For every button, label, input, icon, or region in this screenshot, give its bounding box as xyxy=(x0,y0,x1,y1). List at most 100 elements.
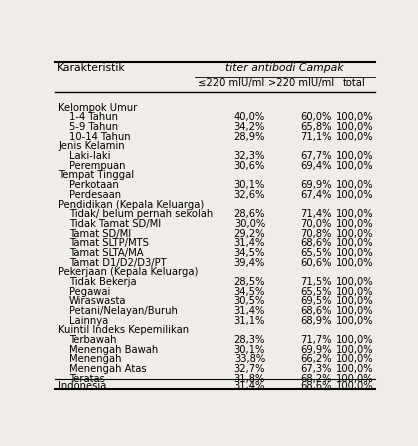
Text: 32,3%: 32,3% xyxy=(234,151,265,161)
Text: 30,0%: 30,0% xyxy=(234,219,265,229)
Text: 68,9%: 68,9% xyxy=(300,316,331,326)
Text: Tamat SLTA/MA: Tamat SLTA/MA xyxy=(69,248,144,258)
Text: 100,0%: 100,0% xyxy=(336,132,374,142)
Text: Tidak/ belum pernah sekolah: Tidak/ belum pernah sekolah xyxy=(69,209,213,219)
Text: 32,7%: 32,7% xyxy=(234,364,265,374)
Text: Tamat D1/D2/D3/PT: Tamat D1/D2/D3/PT xyxy=(69,258,167,268)
Text: 65,5%: 65,5% xyxy=(300,248,331,258)
Text: 100,0%: 100,0% xyxy=(336,287,374,297)
Text: 69,4%: 69,4% xyxy=(300,161,331,171)
Text: 100,0%: 100,0% xyxy=(336,122,374,132)
Text: Tidak Tamat SD/MI: Tidak Tamat SD/MI xyxy=(69,219,161,229)
Text: 34,2%: 34,2% xyxy=(234,122,265,132)
Text: 1-4 Tahun: 1-4 Tahun xyxy=(69,112,118,122)
Text: 100,0%: 100,0% xyxy=(336,335,374,345)
Text: 100,0%: 100,0% xyxy=(336,374,374,384)
Text: 31,4%: 31,4% xyxy=(234,306,265,316)
Text: 68,6%: 68,6% xyxy=(300,306,331,316)
Text: 65,8%: 65,8% xyxy=(300,122,331,132)
Text: 29,2%: 29,2% xyxy=(234,229,265,239)
Text: 30,1%: 30,1% xyxy=(234,180,265,190)
Text: 5-9 Tahun: 5-9 Tahun xyxy=(69,122,118,132)
Text: 30,5%: 30,5% xyxy=(234,296,265,306)
Text: 100,0%: 100,0% xyxy=(336,355,374,364)
Text: Karakteristik: Karakteristik xyxy=(57,63,126,74)
Text: 100,0%: 100,0% xyxy=(336,316,374,326)
Text: Laki-laki: Laki-laki xyxy=(69,151,111,161)
Text: 60,0%: 60,0% xyxy=(300,112,331,122)
Text: Perdesaan: Perdesaan xyxy=(69,190,121,200)
Text: 67,4%: 67,4% xyxy=(300,190,331,200)
Text: 100,0%: 100,0% xyxy=(336,296,374,306)
Text: Tamat SLTP/MTS: Tamat SLTP/MTS xyxy=(69,238,149,248)
Text: 30,6%: 30,6% xyxy=(234,161,265,171)
Text: 31,4%: 31,4% xyxy=(234,238,265,248)
Text: 28,3%: 28,3% xyxy=(234,335,265,345)
Text: 100,0%: 100,0% xyxy=(336,161,374,171)
Text: 69,5%: 69,5% xyxy=(300,296,331,306)
Text: 32,6%: 32,6% xyxy=(234,190,265,200)
Text: Tidak Bekerja: Tidak Bekerja xyxy=(69,277,137,287)
Text: 71,4%: 71,4% xyxy=(300,209,331,219)
Text: 28,6%: 28,6% xyxy=(234,209,265,219)
Text: Menengah: Menengah xyxy=(69,355,122,364)
Text: total: total xyxy=(343,78,366,88)
Text: 69,9%: 69,9% xyxy=(300,345,331,355)
Text: 68,6%: 68,6% xyxy=(300,380,331,391)
Text: 68,6%: 68,6% xyxy=(300,238,331,248)
Text: 31,1%: 31,1% xyxy=(234,316,265,326)
Text: Pegawai: Pegawai xyxy=(69,287,110,297)
Text: 100,0%: 100,0% xyxy=(336,219,374,229)
Text: Indonesia: Indonesia xyxy=(58,380,107,391)
Text: 30,1%: 30,1% xyxy=(234,345,265,355)
Text: Menengah Bawah: Menengah Bawah xyxy=(69,345,158,355)
Text: 65,5%: 65,5% xyxy=(300,287,331,297)
Text: 100,0%: 100,0% xyxy=(336,229,374,239)
Text: Perkotaan: Perkotaan xyxy=(69,180,119,190)
Text: 34,5%: 34,5% xyxy=(234,287,265,297)
Text: 31,4%: 31,4% xyxy=(234,380,265,391)
Text: Jenis Kelamin: Jenis Kelamin xyxy=(58,141,125,152)
Text: 100,0%: 100,0% xyxy=(336,364,374,374)
Text: 100,0%: 100,0% xyxy=(336,112,374,122)
Text: 100,0%: 100,0% xyxy=(336,248,374,258)
Text: 67,7%: 67,7% xyxy=(300,151,331,161)
Text: 69,9%: 69,9% xyxy=(300,180,331,190)
Text: Menengah Atas: Menengah Atas xyxy=(69,364,147,374)
Text: 100,0%: 100,0% xyxy=(336,190,374,200)
Text: 39,4%: 39,4% xyxy=(234,258,265,268)
Text: 34,5%: 34,5% xyxy=(234,248,265,258)
Text: 100,0%: 100,0% xyxy=(336,345,374,355)
Text: 100,0%: 100,0% xyxy=(336,209,374,219)
Text: Kuintil Indeks Kepemilikan: Kuintil Indeks Kepemilikan xyxy=(58,326,189,335)
Text: >220 mIU/ml: >220 mIU/ml xyxy=(268,78,334,88)
Text: 71,7%: 71,7% xyxy=(300,335,331,345)
Text: Pekerjaan (Kepala Keluarga): Pekerjaan (Kepala Keluarga) xyxy=(58,267,199,277)
Text: 28,5%: 28,5% xyxy=(234,277,265,287)
Text: 100,0%: 100,0% xyxy=(336,380,374,391)
Text: Wiraswasta: Wiraswasta xyxy=(69,296,127,306)
Text: Kelompok Umur: Kelompok Umur xyxy=(58,103,138,113)
Text: 100,0%: 100,0% xyxy=(336,180,374,190)
Text: ≤220 mIU/ml: ≤220 mIU/ml xyxy=(198,78,264,88)
Text: 68,2%: 68,2% xyxy=(300,374,331,384)
Text: 67,3%: 67,3% xyxy=(300,364,331,374)
Text: 100,0%: 100,0% xyxy=(336,306,374,316)
Text: 100,0%: 100,0% xyxy=(336,238,374,248)
Text: Perempuan: Perempuan xyxy=(69,161,125,171)
Text: Pendidikan (Kepala Keluarga): Pendidikan (Kepala Keluarga) xyxy=(58,199,204,210)
Text: titer antibodi Campak: titer antibodi Campak xyxy=(225,63,344,74)
Text: 71,1%: 71,1% xyxy=(300,132,331,142)
Text: 33,8%: 33,8% xyxy=(234,355,265,364)
Text: 40,0%: 40,0% xyxy=(234,112,265,122)
Text: Petani/Nelayan/Buruh: Petani/Nelayan/Buruh xyxy=(69,306,178,316)
Text: 66,2%: 66,2% xyxy=(300,355,331,364)
Text: Tempat Tinggal: Tempat Tinggal xyxy=(58,170,134,181)
Text: Teratas: Teratas xyxy=(69,374,105,384)
Text: 100,0%: 100,0% xyxy=(336,151,374,161)
Text: 28,9%: 28,9% xyxy=(234,132,265,142)
Text: 71,5%: 71,5% xyxy=(300,277,331,287)
Text: 10-14 Tahun: 10-14 Tahun xyxy=(69,132,131,142)
Text: 60,6%: 60,6% xyxy=(300,258,331,268)
Text: 70,0%: 70,0% xyxy=(300,219,331,229)
